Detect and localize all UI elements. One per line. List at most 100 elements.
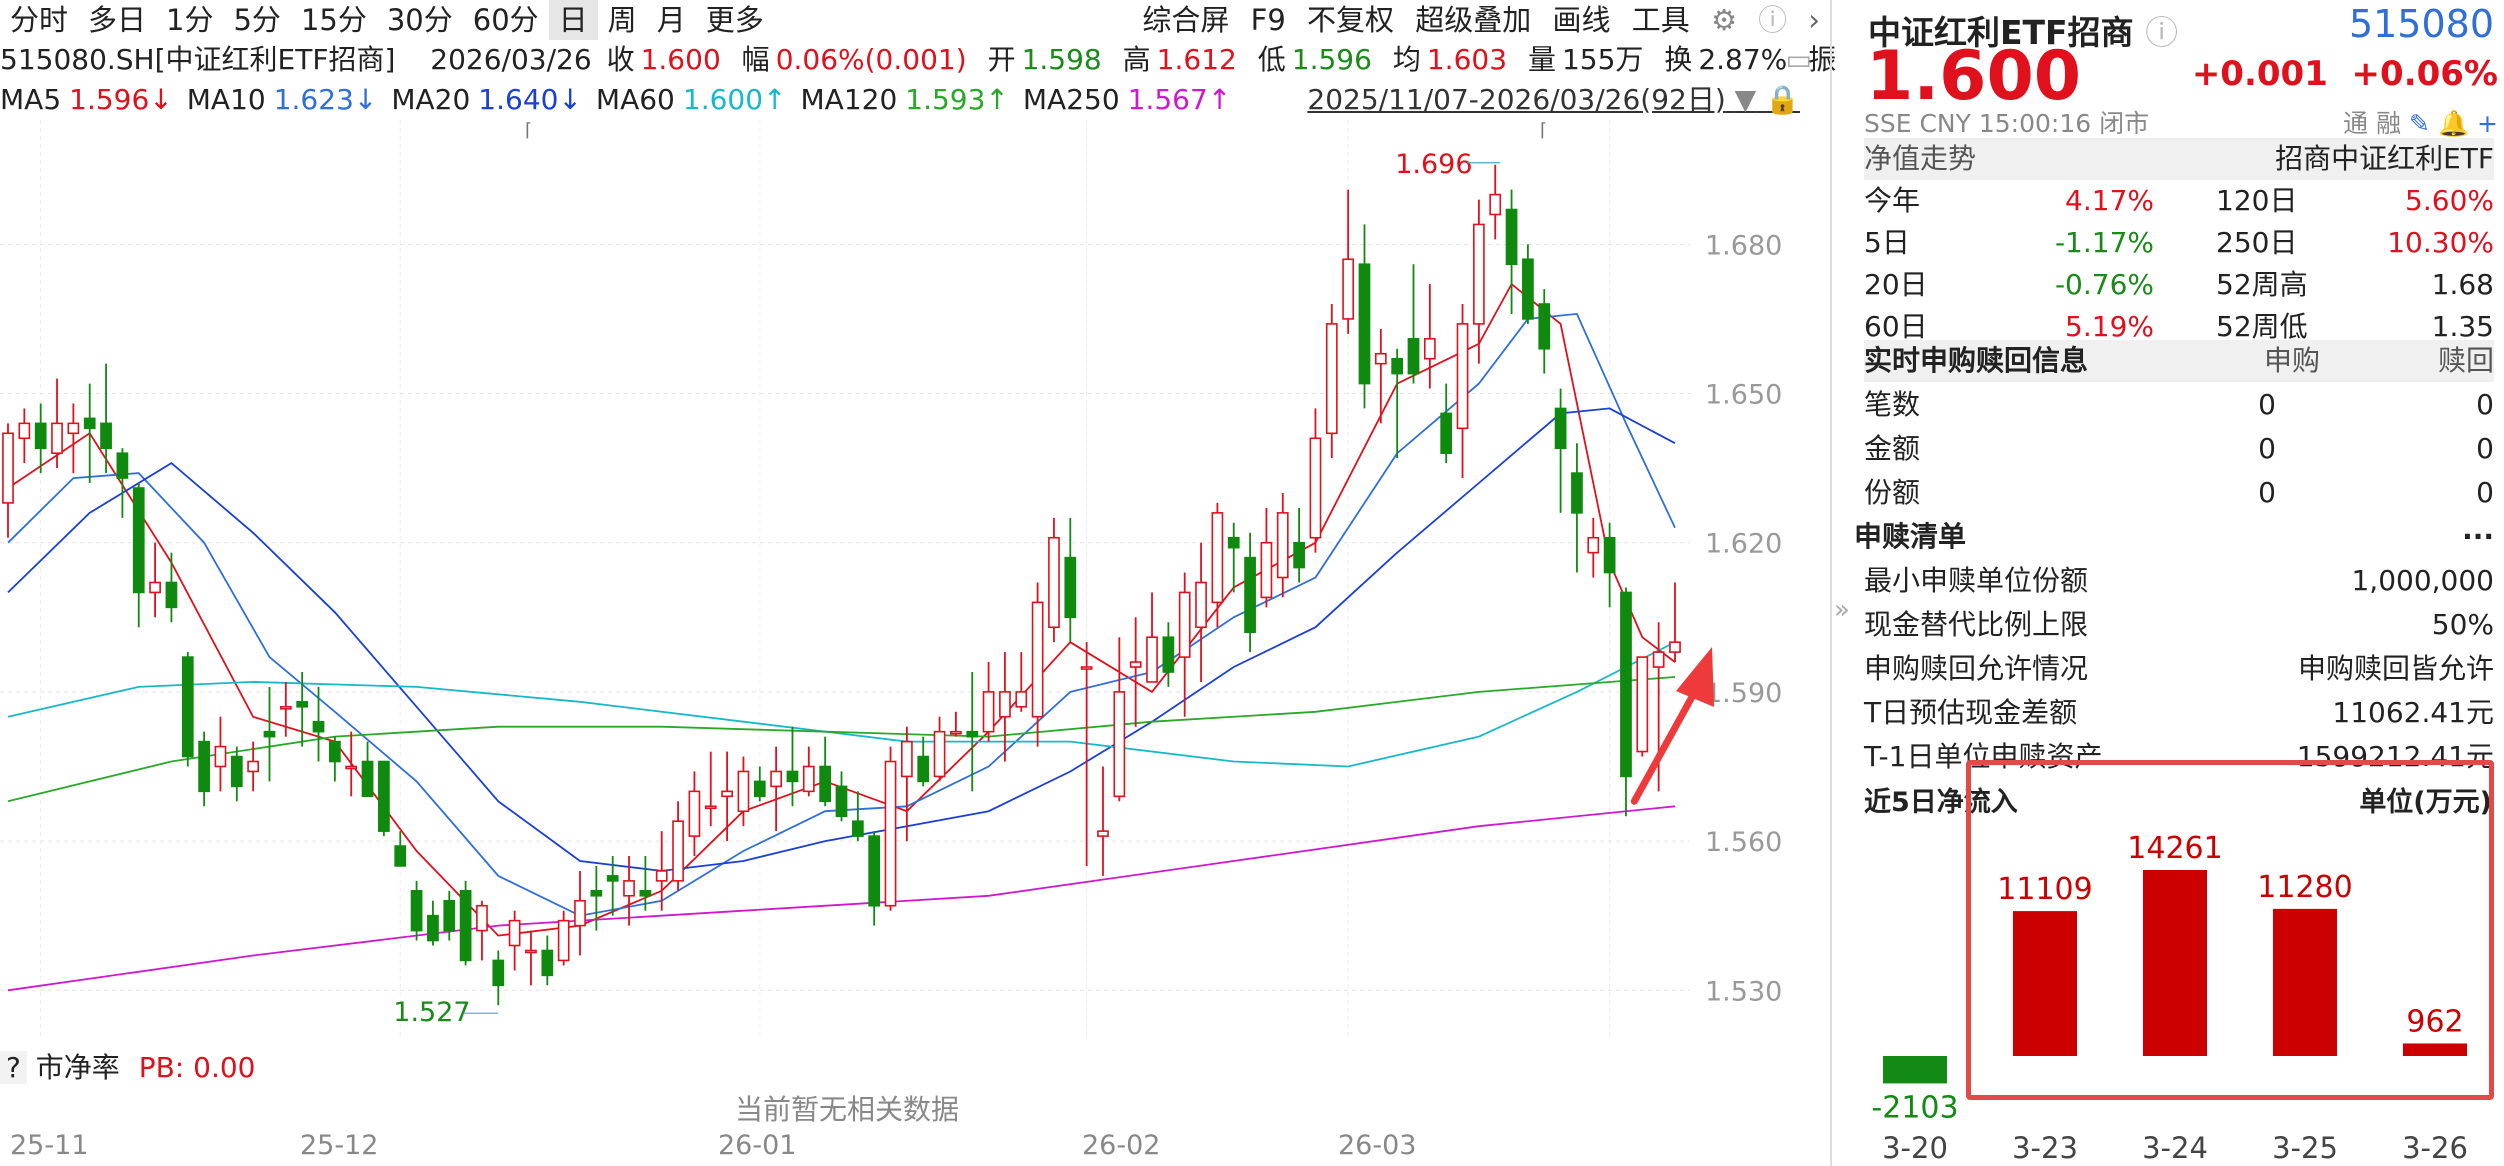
candle[interactable] <box>1538 289 1551 374</box>
candle[interactable] <box>704 751 717 827</box>
tab-month[interactable]: 月 <box>656 3 686 37</box>
f9-button[interactable]: F9 <box>1250 3 1286 37</box>
candle[interactable] <box>51 378 63 469</box>
lock-icon[interactable]: 🔒 <box>1765 83 1800 116</box>
chevron-right-icon[interactable]: › <box>1808 3 1820 37</box>
candle[interactable] <box>181 652 194 767</box>
candle[interactable] <box>67 403 80 474</box>
candle[interactable] <box>1260 507 1273 608</box>
candle[interactable] <box>525 930 537 986</box>
draw-line-button[interactable]: 画线 <box>1552 3 1611 37</box>
more-icon[interactable]: ··· <box>2462 520 2494 553</box>
candle[interactable] <box>835 771 848 822</box>
candle[interactable] <box>116 448 129 518</box>
candle[interactable] <box>1178 572 1191 717</box>
tab-day[interactable]: 日 <box>548 0 598 40</box>
candle[interactable] <box>1342 189 1355 334</box>
tab-intraday[interactable]: 分时 <box>10 3 69 37</box>
candle[interactable] <box>132 483 145 628</box>
candle[interactable] <box>1358 224 1371 409</box>
candle[interactable] <box>819 736 832 807</box>
candle[interactable] <box>1669 582 1681 663</box>
candle[interactable] <box>688 771 701 856</box>
candle[interactable] <box>884 746 897 911</box>
candle[interactable] <box>655 831 668 911</box>
candle[interactable] <box>1505 189 1518 314</box>
candlestick-chart[interactable]: 1.680 1.650 1.620 1.590 1.560 1.530 1.696 1.527… <box>0 120 1830 1050</box>
candle[interactable] <box>966 672 979 792</box>
ma-legend-item[interactable]: MA20 1.640↓ <box>391 83 582 116</box>
tab-1min[interactable]: 1分 <box>166 3 214 37</box>
candle[interactable] <box>557 910 570 966</box>
candle[interactable] <box>1603 522 1616 608</box>
candle[interactable] <box>2 423 14 538</box>
candle[interactable] <box>1423 284 1436 389</box>
candle[interactable] <box>279 681 292 737</box>
candle[interactable] <box>492 950 505 1006</box>
candle[interactable] <box>378 760 390 837</box>
add-icon[interactable]: + <box>2477 109 2498 138</box>
candle[interactable] <box>1620 587 1632 817</box>
candle[interactable] <box>590 865 603 931</box>
candle[interactable] <box>606 856 619 916</box>
gear-icon[interactable]: ⚙ <box>1710 3 1737 37</box>
candle[interactable] <box>345 731 358 797</box>
candle[interactable] <box>1309 408 1322 553</box>
date-range-selector[interactable]: 2025/11/07-2026/03/26(92日) ▼ 🔒 <box>1307 83 1800 116</box>
tab-more[interactable]: 更多 <box>705 3 764 37</box>
candle[interactable] <box>1374 328 1387 424</box>
candle[interactable] <box>672 801 684 891</box>
candle[interactable] <box>427 900 439 946</box>
candle[interactable] <box>1162 622 1175 687</box>
tab-60min[interactable]: 60分 <box>472 3 539 37</box>
candle[interactable] <box>443 890 456 941</box>
candle[interactable] <box>868 831 881 926</box>
candle[interactable] <box>1391 348 1404 459</box>
candle[interactable] <box>1293 507 1305 583</box>
candle[interactable] <box>574 870 586 956</box>
nav-trend-header[interactable]: 净值走势 招商中证红利ETF <box>1864 138 2494 180</box>
candle[interactable] <box>999 652 1011 762</box>
candle[interactable] <box>1129 617 1142 727</box>
candle[interactable] <box>149 542 161 618</box>
candle[interactable] <box>901 726 913 842</box>
candle[interactable] <box>1440 383 1453 464</box>
candle[interactable] <box>737 756 750 827</box>
candle[interactable] <box>1146 592 1158 683</box>
candle[interactable] <box>296 672 309 747</box>
candle[interactable] <box>508 910 521 971</box>
help-icon[interactable]: ? <box>0 1051 27 1084</box>
candle[interactable] <box>1031 582 1044 747</box>
candle[interactable] <box>541 935 554 986</box>
candle[interactable] <box>802 746 815 797</box>
candle[interactable] <box>1489 164 1502 240</box>
candle[interactable] <box>459 880 472 966</box>
candle[interactable] <box>639 856 652 911</box>
candle[interactable] <box>394 831 407 867</box>
composite-screen-button[interactable]: 综合屏 <box>1142 3 1230 37</box>
tab-30min[interactable]: 30分 <box>386 3 453 37</box>
candle[interactable] <box>933 716 946 782</box>
ma-legend-item[interactable]: MA120 1.593↑ <box>801 83 1009 116</box>
candle[interactable] <box>982 662 995 742</box>
ma-legend-item[interactable]: MA10 1.623↓ <box>187 83 378 116</box>
tab-week[interactable]: 周 <box>607 3 637 37</box>
candle[interactable] <box>786 726 799 807</box>
candle[interactable] <box>1195 542 1207 682</box>
tab-15min[interactable]: 15分 <box>300 3 367 37</box>
candle[interactable] <box>1097 766 1109 876</box>
candle[interactable] <box>917 736 930 787</box>
candle[interactable] <box>18 408 31 464</box>
candle[interactable] <box>100 363 112 474</box>
candle[interactable] <box>1080 642 1093 866</box>
candle[interactable] <box>721 751 733 842</box>
candle[interactable] <box>623 856 635 926</box>
candle[interactable] <box>34 403 47 474</box>
candle[interactable] <box>1064 517 1077 643</box>
candle[interactable] <box>1227 522 1240 593</box>
candle[interactable] <box>1636 656 1649 757</box>
candle[interactable] <box>214 716 227 792</box>
tools-button[interactable]: 工具 <box>1631 3 1690 37</box>
bell-icon[interactable]: 🔔 <box>2437 109 2470 138</box>
info-icon[interactable]: ⓘ <box>2145 13 2179 52</box>
